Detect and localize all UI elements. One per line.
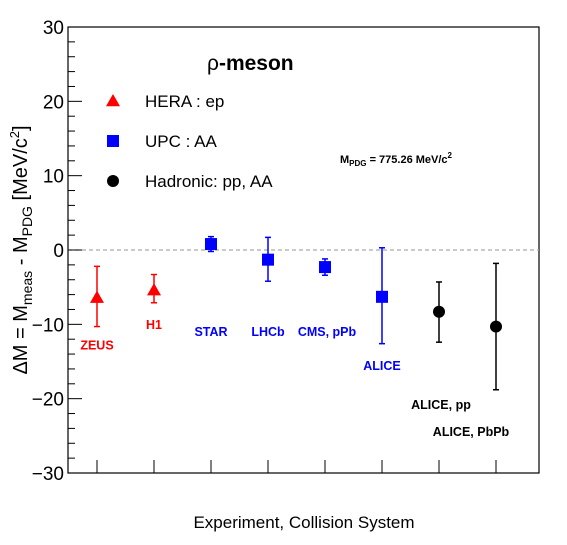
legend-marker-triangle — [106, 94, 120, 107]
y-tick-label: 30 — [43, 18, 64, 39]
data-point-lhcb: LHCb — [251, 236, 285, 339]
y-title-mid: - M — [10, 236, 32, 270]
legend-label: UPC : AA — [145, 132, 217, 151]
y-tick-label: 0 — [53, 241, 64, 262]
point-marker — [433, 305, 445, 318]
point-marker — [205, 238, 217, 251]
point-marker — [376, 290, 388, 303]
point-label: ZEUS — [80, 339, 113, 353]
y-title-unit-exp: 2 — [7, 131, 22, 138]
data-point-h1: H1 — [146, 273, 162, 332]
pdg-annotation-sub: PDG — [349, 159, 366, 168]
legend-label: Hadronic: pp, AA — [145, 172, 273, 191]
point-label: H1 — [146, 318, 162, 332]
y-title-lhs: ΔM = M — [10, 305, 32, 374]
pdg-mass-annotation: MPDG = 775.26 MeV/c2 — [340, 151, 453, 168]
y-axis-title: ΔM = Mmeas - MPDG [MeV/c2] — [7, 125, 35, 374]
data-point-alice: ALICE — [363, 247, 401, 373]
point-marker — [262, 253, 274, 266]
y-axis-tick-labels: −30 −20 −10 0 10 20 30 — [32, 18, 64, 485]
y-title-unit-open: [MeV/c — [10, 138, 32, 206]
point-label: STAR — [194, 325, 227, 339]
point-marker — [490, 320, 502, 333]
pdg-annotation-prefix: M — [340, 154, 349, 166]
y-tick-label: −30 — [32, 464, 64, 485]
chart-title-suffix: -meson — [219, 52, 294, 75]
x-axis-title: Experiment, Collision System — [193, 513, 414, 532]
y-title-meas-sub: meas — [19, 271, 35, 305]
data-point-zeus: ZEUS — [80, 265, 114, 353]
point-marker — [147, 283, 161, 296]
data-point-star: STAR — [194, 235, 228, 339]
y-tick-label: −10 — [32, 315, 64, 336]
point-label: ALICE — [363, 359, 401, 373]
data-point-cms-ppb: CMS, pPb — [298, 258, 357, 339]
chart-title: ρ-meson — [207, 52, 294, 75]
point-marker — [319, 261, 331, 274]
chart-title-rho: ρ — [207, 52, 219, 75]
data-point-alice-pbpb: ALICE, PbPb — [433, 262, 510, 439]
y-tick-label: 20 — [43, 92, 64, 113]
point-marker — [90, 290, 104, 303]
y-title-pdg-sub: PDG — [19, 206, 35, 236]
y-title-unit-close: ] — [10, 125, 32, 131]
legend-marker-square — [107, 135, 119, 147]
legend: HERA : ep UPC : AA Hadronic: pp, AA — [106, 92, 273, 191]
y-tick-label: −20 — [32, 390, 64, 411]
legend-marker-circle — [107, 175, 119, 187]
data-point-alice-pp: ALICE, pp — [411, 281, 471, 412]
pdg-annotation-exp: 2 — [448, 151, 453, 160]
point-label: LHCb — [251, 325, 285, 339]
pdg-annotation-value: = 775.26 MeV/c — [367, 154, 448, 166]
point-label: ALICE, pp — [411, 398, 471, 412]
y-tick-label: 10 — [43, 167, 64, 188]
y-axis-ticks — [68, 26, 82, 474]
x-axis-ticks — [96, 460, 497, 473]
point-label: CMS, pPb — [298, 325, 357, 339]
data-points: ZEUS H1 STAR LHCb CMS, pPb ALICE ALICE, pp ALIC… — [80, 235, 510, 439]
point-label: ALICE, PbPb — [433, 425, 510, 439]
legend-label: HERA : ep — [145, 92, 224, 111]
